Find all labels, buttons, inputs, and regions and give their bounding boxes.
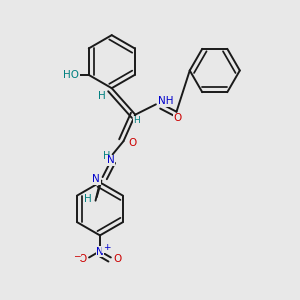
Text: N: N [96, 247, 104, 256]
Text: H: H [84, 194, 92, 204]
Text: N: N [107, 155, 115, 165]
Text: H: H [103, 151, 110, 161]
Text: HO: HO [63, 70, 79, 80]
Text: O: O [174, 113, 182, 123]
Text: −: − [73, 251, 80, 260]
Text: NH: NH [158, 96, 174, 106]
Text: O: O [128, 138, 136, 148]
Text: H: H [134, 116, 140, 125]
Text: N: N [92, 174, 100, 184]
Text: O: O [79, 254, 87, 264]
Text: O: O [113, 254, 121, 264]
Text: +: + [103, 243, 110, 252]
Text: H: H [98, 91, 105, 100]
